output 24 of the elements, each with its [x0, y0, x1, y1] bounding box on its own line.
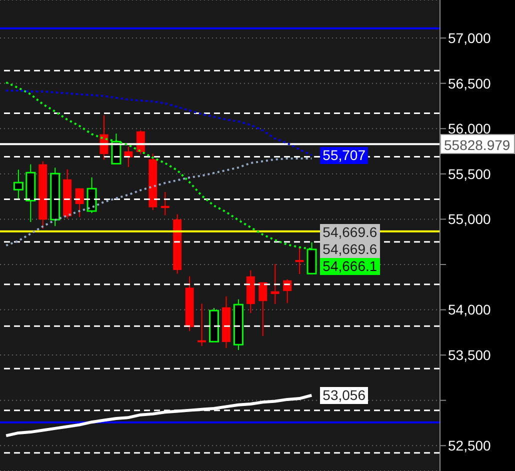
y-tick-label: 52,500	[448, 438, 492, 454]
y-tick-label: 56,000	[448, 120, 492, 137]
ref-line-label: 55828.979	[444, 137, 510, 154]
data-label: 53,056	[320, 386, 368, 404]
candlestick	[86, 176, 97, 214]
y-tick-label: 54,000	[448, 302, 492, 318]
candlestick	[198, 303, 206, 347]
text: 54,666.1	[322, 258, 378, 274]
candlestick	[295, 248, 304, 274]
candlestick	[258, 282, 268, 337]
y-tick-label: 55,500	[448, 166, 492, 182]
data-label: 55,707	[320, 146, 368, 164]
y-tick-label: 57,000	[448, 30, 492, 46]
candlestick	[13, 169, 24, 200]
y-tick-label: 55,000	[448, 211, 492, 228]
data-label: 54,669.6	[320, 224, 380, 241]
line-series	[5, 158, 313, 246]
candlestick	[160, 192, 170, 216]
line-series	[5, 90, 313, 156]
annotation: 54,669.6	[320, 240, 380, 258]
candlestick	[270, 264, 280, 305]
candlestick	[75, 188, 84, 218]
y-tick-label: 53,500	[448, 347, 492, 364]
y-tick-label: 56,500	[448, 75, 492, 92]
